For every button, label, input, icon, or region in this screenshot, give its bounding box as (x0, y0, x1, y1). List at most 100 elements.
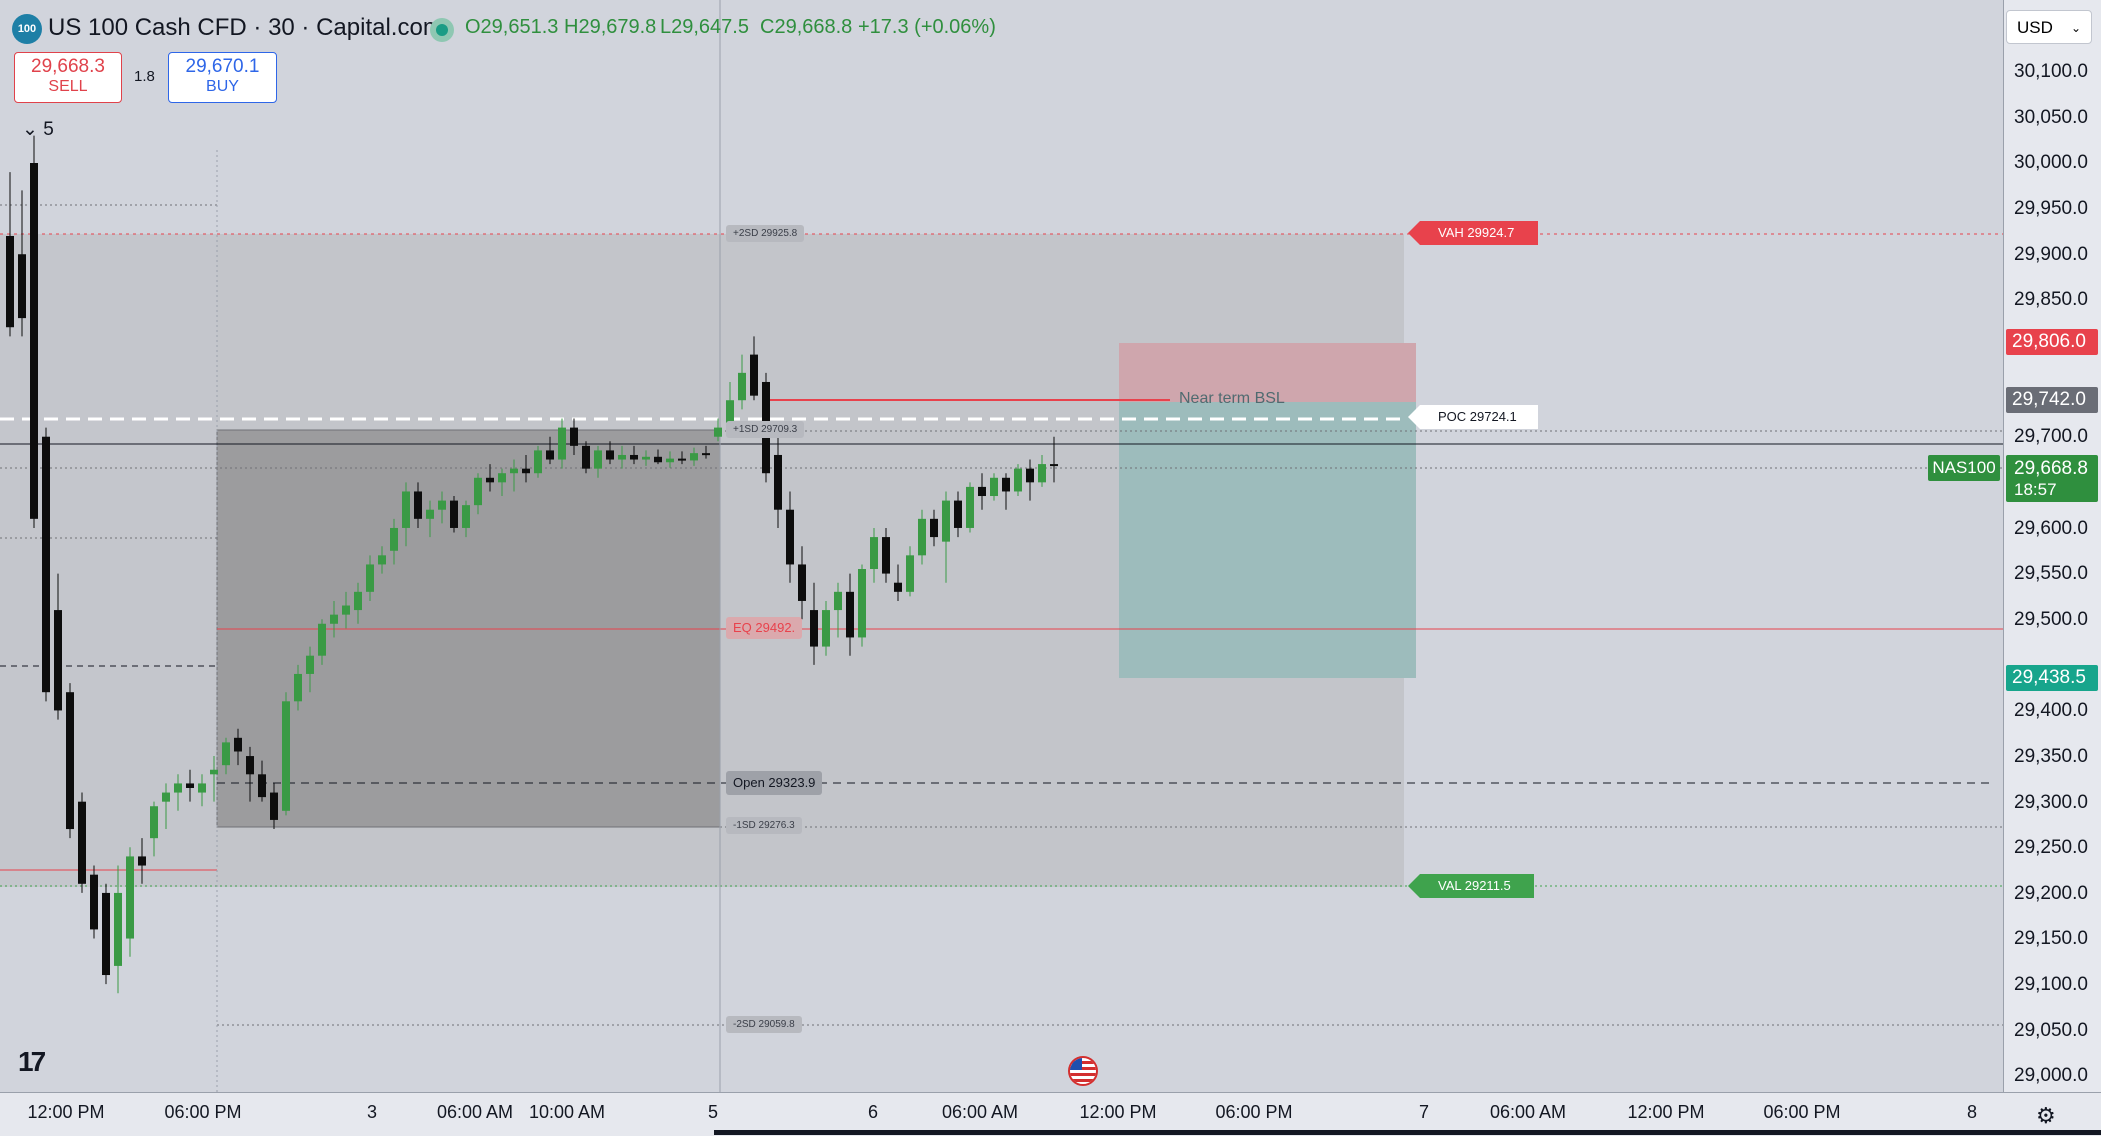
candle-body (822, 610, 830, 647)
chart-plot-area[interactable]: 100 US 100 Cash CFD · 30 · Capital.com O… (0, 0, 2003, 1092)
candle-body (390, 527, 398, 551)
price-tick: 29,050.0 (2014, 1020, 2088, 1041)
candle-body (258, 774, 266, 798)
us-flag-event-icon[interactable] (1068, 1056, 1098, 1086)
time-tick: 06:00 PM (164, 1102, 242, 1122)
ohlc-high: H29,679.8 (564, 16, 657, 38)
time-tick: 5 (708, 1102, 719, 1122)
poc-label: POC 29724.1 (1438, 409, 1517, 424)
sell-button[interactable]: 29,668.3 SELL (14, 52, 122, 103)
candle-body (678, 458, 686, 461)
candle-body (870, 537, 878, 570)
candle-body (186, 783, 194, 788)
ohlc-low: L29,647.5 (660, 16, 749, 38)
candle-body (414, 491, 422, 519)
candle-body (18, 254, 26, 319)
price-tick: 29,300.0 (2014, 792, 2088, 813)
candle-body (978, 486, 986, 497)
price-tick: 29,100.0 (2014, 974, 2088, 995)
candle-body (570, 427, 578, 446)
time-tick: 06:00 AM (437, 1102, 514, 1122)
candle-body (354, 591, 362, 611)
val-tag: VAL 29211.5 (1408, 874, 1534, 898)
candle-body (318, 623, 326, 656)
vah-label: VAH 29924.7 (1438, 225, 1515, 240)
candle-body (90, 874, 98, 930)
candle-body (462, 505, 470, 528)
price-tick: 29,850.0 (2014, 289, 2088, 310)
candle-body (990, 477, 998, 497)
time-tick: 06:00 AM (1490, 1102, 1567, 1122)
price-tick: 29,700.0 (2014, 426, 2088, 447)
candle-body (630, 454, 638, 460)
candle-body (774, 454, 782, 510)
candle-body (450, 500, 458, 528)
price-tick: 29,350.0 (2014, 746, 2088, 767)
plus1sd-tag: +1SD 29709.3 (726, 421, 805, 438)
spread-value: 1.8 (134, 68, 155, 85)
stop-zone (1119, 343, 1416, 402)
candle-body (1050, 464, 1058, 467)
candle-body (846, 591, 854, 638)
target-price-label: 29,438.5 (2006, 665, 2098, 691)
price-tick: 29,950.0 (2014, 198, 2088, 219)
candle-body (1014, 468, 1022, 492)
candle-body (378, 555, 386, 565)
entry-price-label: 29,742.0 (2006, 387, 2098, 413)
price-tick: 29,900.0 (2014, 244, 2088, 265)
symbol-logo-icon[interactable]: 100 (12, 14, 42, 44)
candle-body (618, 454, 626, 460)
candle-body (246, 756, 254, 775)
candle-body (78, 801, 86, 884)
last-price-value: 29,668.8 (2014, 458, 2088, 479)
price-tick: 29,150.0 (2014, 928, 2088, 949)
candle-body (330, 614, 338, 624)
buy-price: 29,670.1 (185, 56, 260, 77)
buy-button[interactable]: 29,670.1 BUY (168, 52, 277, 103)
candle-body (402, 491, 410, 528)
candle-body (738, 372, 746, 401)
candle-body (918, 518, 926, 556)
candle-body (750, 354, 758, 396)
price-axis[interactable]: 30,100.0 30,050.0 30,000.0 29,950.0 29,900.0… (2003, 0, 2101, 1092)
price-tick: 29,200.0 (2014, 883, 2088, 904)
symbol-title[interactable]: US 100 Cash CFD · 30 · Capital.com (48, 14, 443, 41)
candle-body (66, 692, 74, 830)
candle-body (558, 427, 566, 460)
candle-body (54, 610, 62, 711)
candle-body (102, 892, 110, 976)
time-tick: 06:00 PM (1215, 1102, 1293, 1122)
candle-body (162, 792, 170, 802)
candle-body (930, 518, 938, 538)
candle-body (294, 673, 302, 702)
candle-body (198, 783, 206, 793)
time-tick: 3 (367, 1102, 378, 1122)
bar-countdown: 18:57 (2014, 480, 2057, 499)
scrollbar[interactable] (714, 1130, 2101, 1135)
currency-select[interactable]: USD ⌄ (2006, 10, 2092, 44)
candle-body (222, 742, 230, 766)
candle-body (486, 477, 494, 483)
time-tick: 06:00 AM (942, 1102, 1019, 1122)
chart-canvas[interactable] (0, 0, 2003, 1092)
price-tick: 29,500.0 (2014, 609, 2088, 630)
candle-body (438, 500, 446, 510)
target-zone (1119, 402, 1416, 678)
candle-body (702, 453, 710, 456)
price-tick: 29,400.0 (2014, 700, 2088, 721)
indicators-collapse-button[interactable]: ⌄ 5 (22, 118, 54, 141)
candle-body (42, 436, 50, 693)
time-tick: 8 (1967, 1102, 1978, 1122)
settings-gear-icon[interactable]: ⚙ (2036, 1103, 2056, 1128)
market-status-icon[interactable] (430, 18, 454, 42)
candle-body (714, 427, 722, 437)
candle-body (858, 569, 866, 638)
ohlc-close: C29,668.8 (760, 16, 853, 38)
candle-body (546, 450, 554, 460)
time-tick: 06:00 PM (1763, 1102, 1841, 1122)
price-tick: 29,250.0 (2014, 837, 2088, 858)
time-axis[interactable]: 12:00 PM 06:00 PM 3 06:00 AM 10:00 AM 5 6 06:00… (0, 1092, 2101, 1136)
tradingview-logo[interactable]: 17 (18, 1046, 46, 1077)
candle-body (342, 605, 350, 615)
near-term-bsl-label: Near term BSL (1179, 390, 1285, 407)
